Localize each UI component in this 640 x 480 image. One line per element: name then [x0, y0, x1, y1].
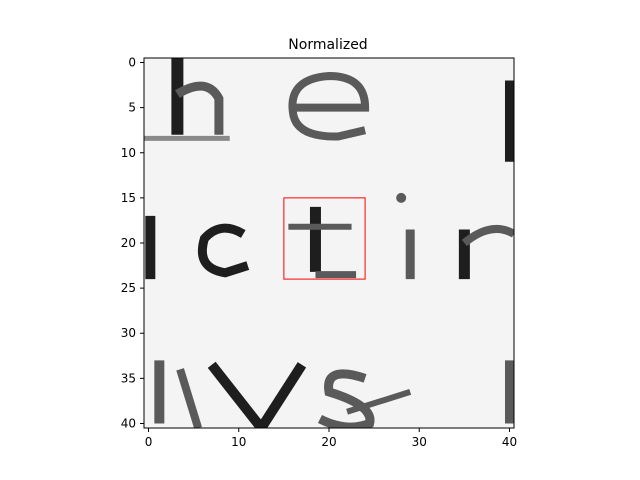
y-tick-label: 40	[121, 416, 136, 430]
y-tick-label: 30	[121, 326, 136, 340]
x-tick-label: 30	[412, 435, 427, 449]
glyph-stroke-a	[176, 368, 202, 428]
x-axis-ticks: 0 10 20 30 40	[145, 428, 517, 449]
y-tick-label: 10	[121, 146, 136, 160]
glyph-c	[197, 223, 250, 278]
glyph-h-arch	[175, 81, 224, 135]
glyph-v	[207, 361, 307, 428]
y-tick-label: 20	[121, 236, 136, 250]
glyph-s-tail	[346, 389, 412, 415]
x-tick-label: 20	[321, 435, 336, 449]
y-tick-label: 35	[121, 371, 136, 385]
x-tick-label: 0	[145, 435, 153, 449]
glyph-n-arch	[461, 224, 514, 247]
y-axis-ticks: 0 5 10 15 20 25 30 35 40	[121, 56, 144, 430]
y-tick-label: 0	[128, 56, 136, 70]
x-tick-label: 40	[502, 435, 517, 449]
plot-axes: 0 10 20 30 40 0 5 10 15 20 25 30 35 40	[121, 56, 517, 449]
grayscale-image	[144, 58, 514, 428]
chart-title: Normalized	[288, 37, 367, 53]
y-tick-label: 25	[121, 281, 136, 295]
x-tick-label: 10	[231, 435, 246, 449]
y-tick-label: 5	[128, 101, 136, 115]
y-tick-label: 15	[121, 191, 136, 205]
glyph-i-dot	[396, 192, 407, 203]
glyph-e	[288, 72, 370, 141]
highlight-box	[283, 197, 366, 280]
